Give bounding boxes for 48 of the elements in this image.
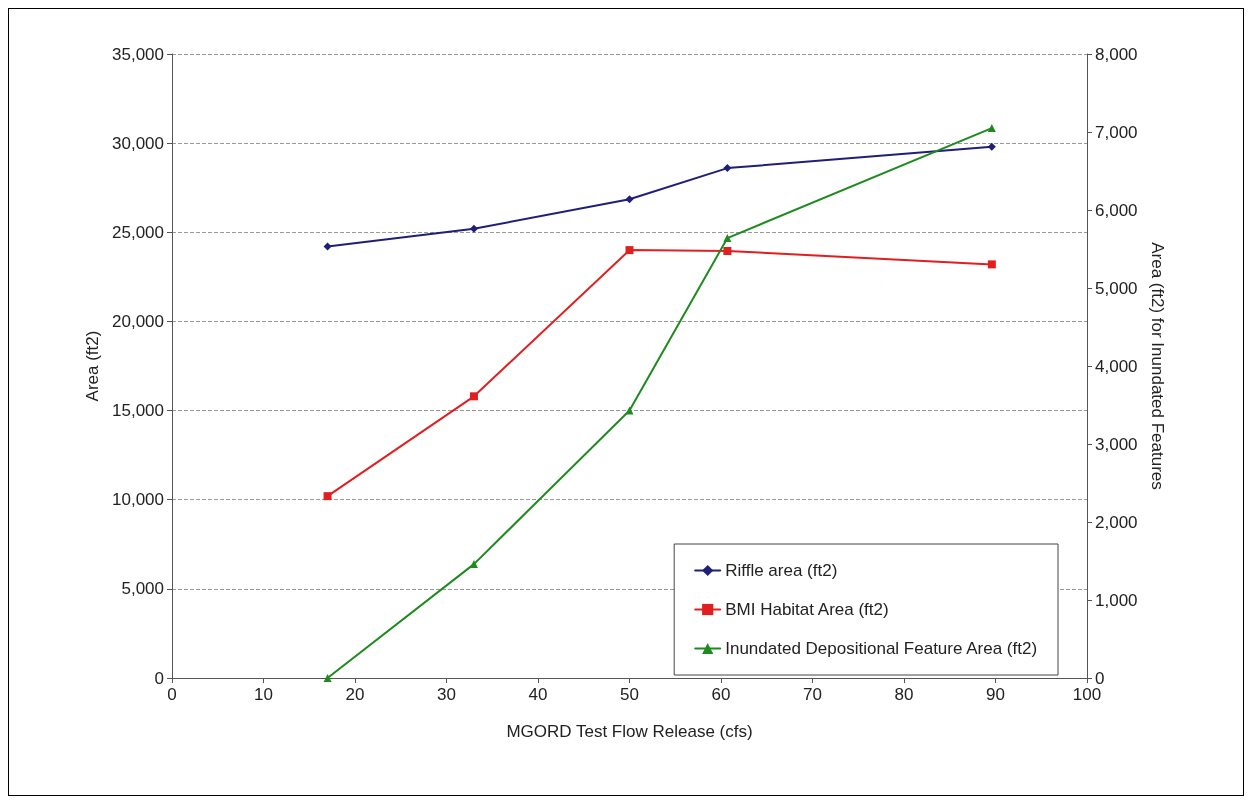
x-tick-label: 30 — [437, 685, 456, 704]
x-tick-label: 70 — [803, 685, 822, 704]
x-tick-label: 0 — [167, 685, 177, 704]
point — [625, 406, 634, 415]
y2-tick-label: 5,000 — [1095, 278, 1138, 298]
point — [987, 124, 996, 133]
legend-label: BMI Habitat Area (ft2) — [725, 600, 889, 619]
y2-tick-label: 1,000 — [1095, 590, 1138, 610]
x-tick-label: 20 — [345, 685, 365, 704]
point — [323, 242, 332, 251]
y2-tick-label: 7,000 — [1095, 122, 1138, 142]
y-tick-label: 5,000 — [121, 579, 164, 599]
legend-label: Riffle area (ft2) — [725, 561, 838, 580]
y2-axis-title: Area (ft2) for Inundated Features — [1148, 242, 1167, 490]
x-tick-label: 40 — [528, 685, 548, 704]
x-tick-label: 80 — [894, 685, 914, 704]
y-tick-label: 35,000 — [112, 44, 164, 64]
y2-tick-label: 0 — [1095, 668, 1105, 688]
legend-label: Inundated Depositional Feature Area (ft2) — [725, 639, 1038, 658]
y-tick-label: 10,000 — [112, 490, 164, 510]
point — [987, 142, 996, 151]
y-tick-label: 20,000 — [112, 311, 164, 331]
x-axis-title: MGORD Test Flow Release (cfs) — [506, 722, 753, 741]
y-axis-title: Area (ft2) — [83, 330, 103, 402]
x-tick-label: 90 — [986, 685, 1005, 704]
point — [723, 247, 732, 256]
y2-tick-label: 3,000 — [1095, 434, 1138, 454]
y-tick-label: 30,000 — [112, 133, 164, 153]
x-tick-label: 60 — [711, 685, 731, 704]
point — [625, 246, 634, 255]
point — [323, 674, 332, 682]
x-tick-label: 50 — [620, 685, 639, 704]
y2-tick-label: 2,000 — [1095, 512, 1138, 532]
y2-tick-label: 4,000 — [1095, 356, 1138, 376]
y2-tick-label: 6,000 — [1095, 200, 1138, 220]
y2-tick-label: 8,000 — [1095, 44, 1138, 64]
point — [469, 392, 478, 401]
point — [723, 164, 732, 173]
point — [469, 224, 478, 233]
y-tick-label: 0 — [154, 668, 164, 688]
x-tick-label: 10 — [254, 685, 273, 704]
point — [625, 195, 634, 204]
y-tick-label: 25,000 — [112, 222, 164, 242]
x-tick-label: 100 — [1072, 685, 1102, 704]
point — [987, 260, 996, 269]
point — [323, 492, 332, 501]
y-tick-label: 15,000 — [112, 401, 164, 421]
point — [723, 234, 732, 243]
